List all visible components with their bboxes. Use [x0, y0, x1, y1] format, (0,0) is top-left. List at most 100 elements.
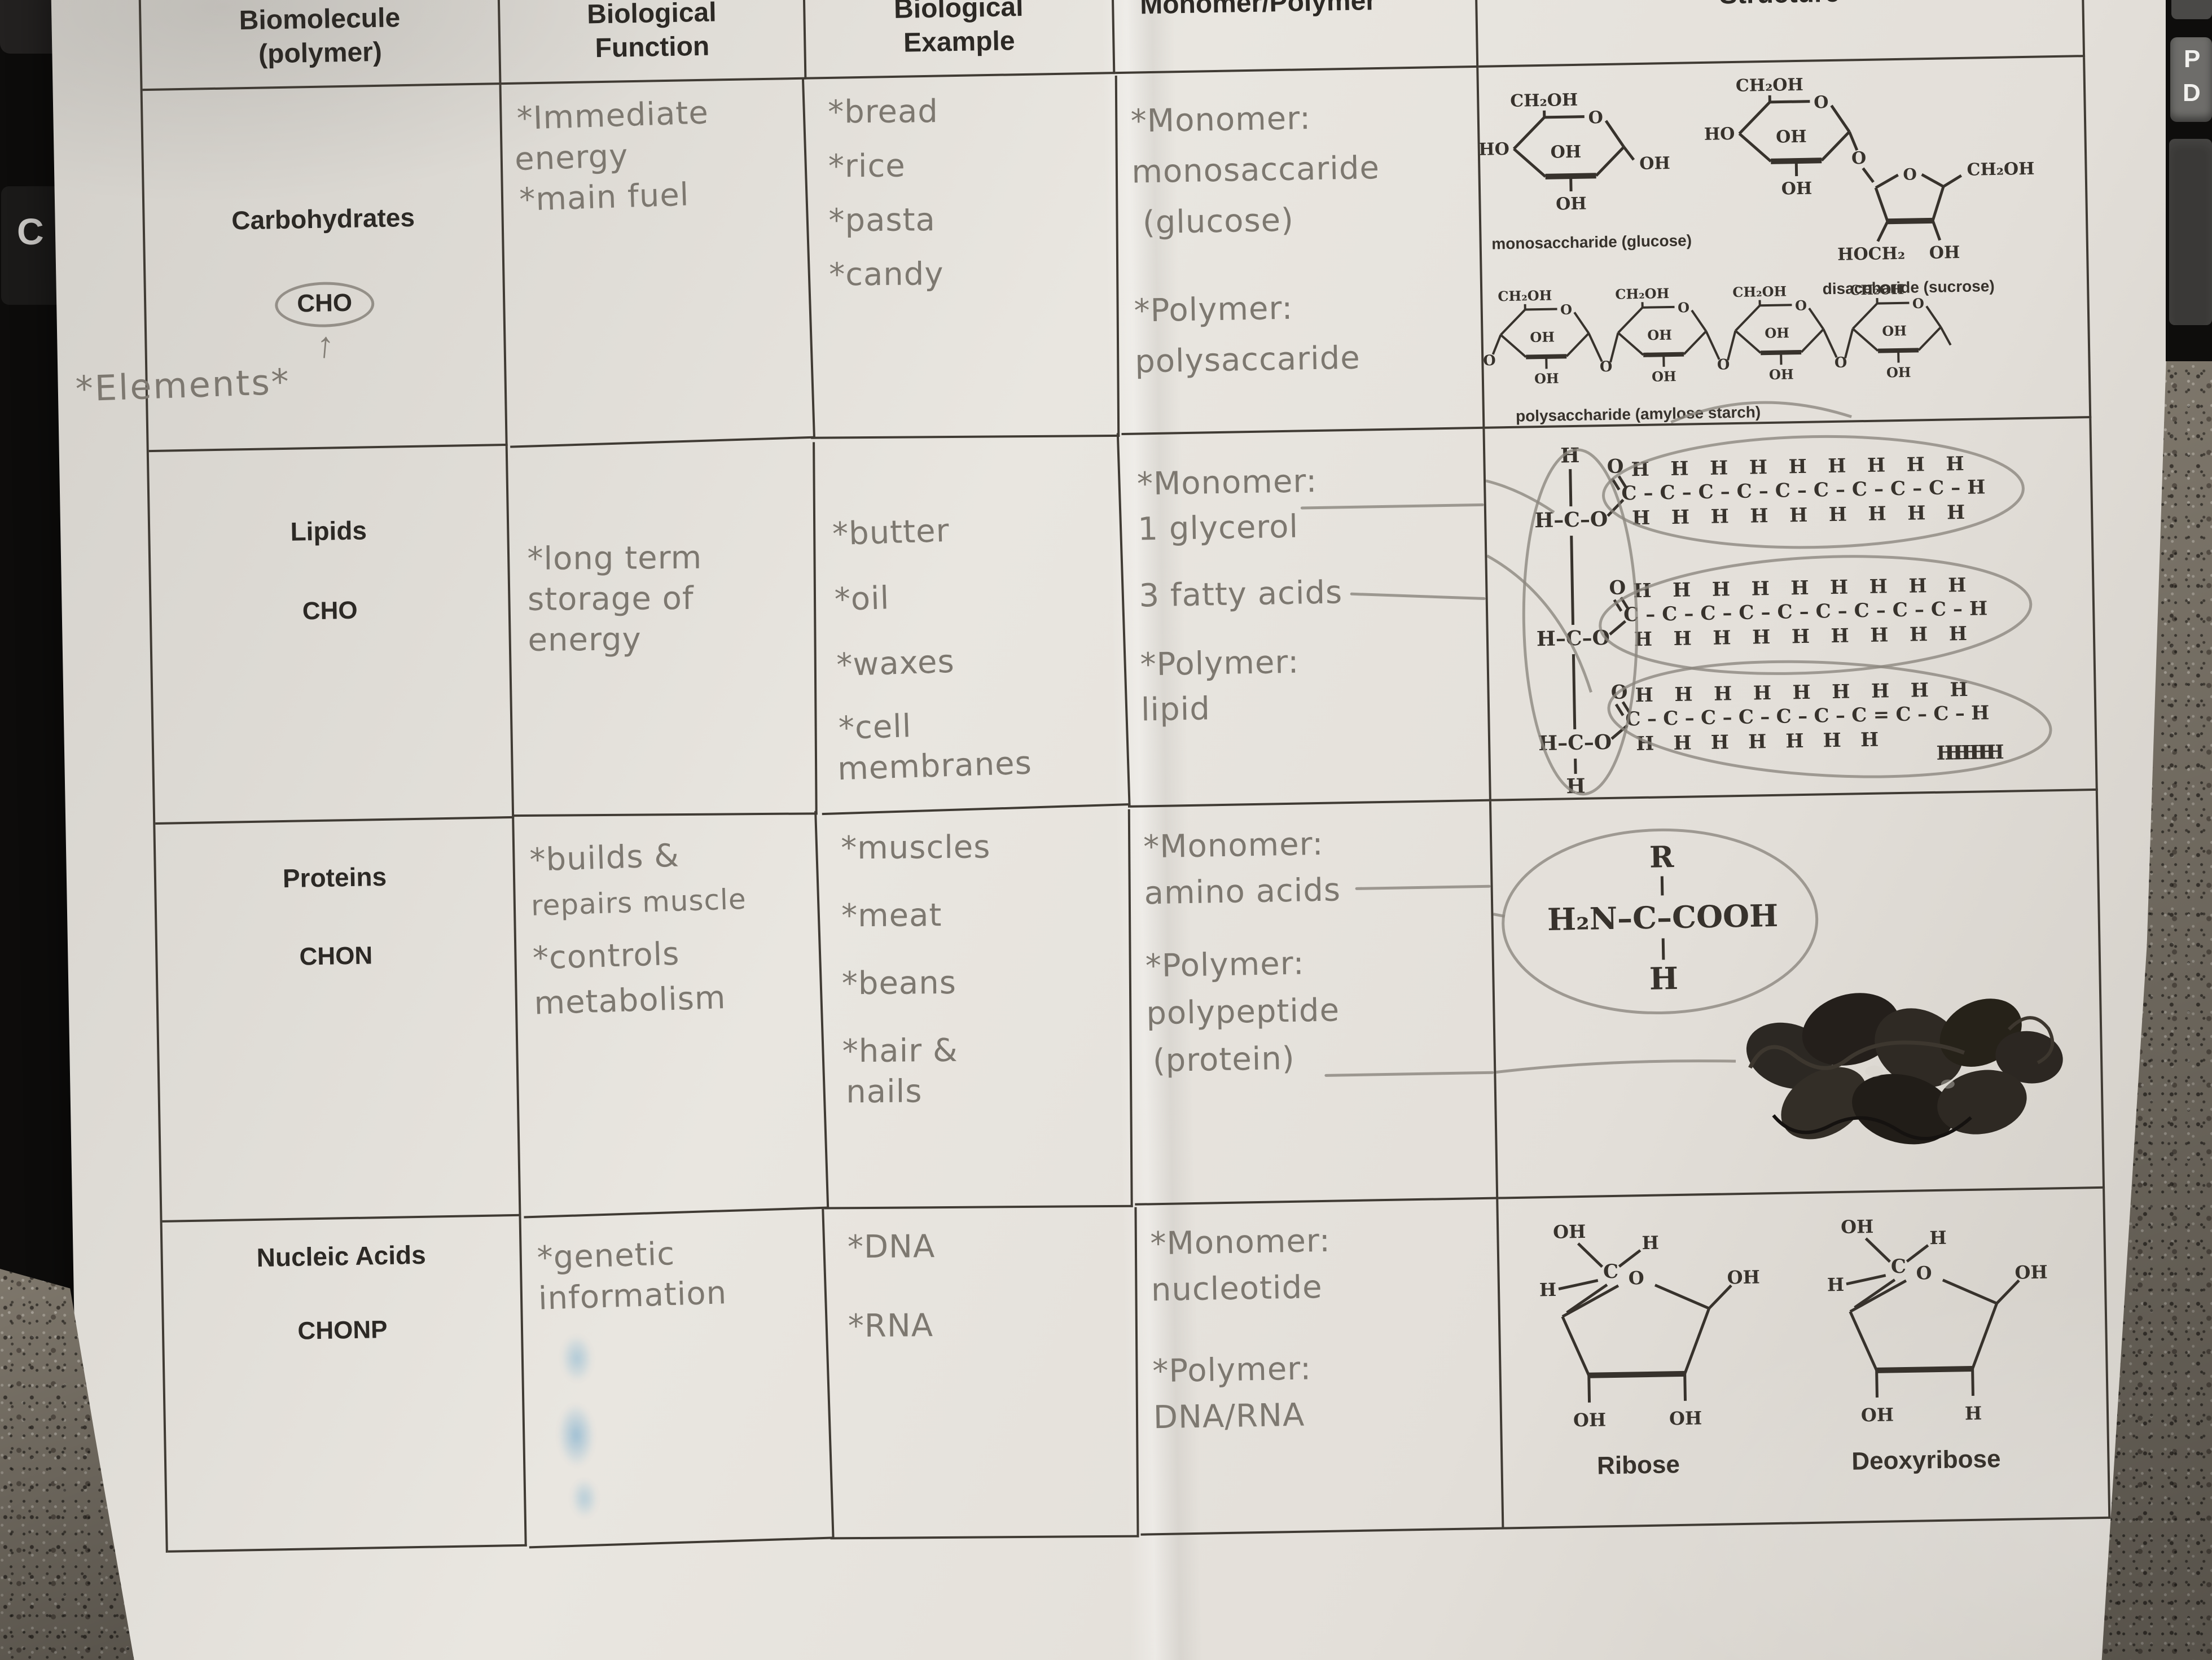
handwritten-line: *candy	[828, 256, 944, 294]
carbohydrate-structure-svg: CH₂OH O OH OH	[1478, 57, 2035, 425]
svg-text:H₂N–C–COOH: H₂N–C–COOH	[1547, 897, 1779, 938]
header-example: Biological Example	[805, 0, 1116, 80]
header-line: (polymer)	[258, 37, 383, 69]
handwritten-line: *main fuel	[519, 176, 690, 218]
svg-text:H: H	[1649, 960, 1678, 997]
polymer-block: *Polymer: polypeptide (protein)	[1145, 937, 1494, 1085]
svg-text:H–C–O: H–C–O	[1538, 730, 1612, 755]
svg-text:O: O	[1483, 352, 1496, 369]
handwritten-line: (glucose)	[1142, 202, 1294, 242]
protein-ribbon-blob	[1746, 993, 2063, 1145]
svg-text:OH: OH	[1669, 1407, 1702, 1429]
handwritten-line: *Polymer:	[1152, 1350, 1312, 1390]
svg-text:OH: OH	[1929, 243, 1960, 263]
pencil-circle-cho: CHO	[274, 281, 375, 329]
header-function: Biological Function	[499, 0, 807, 85]
sugar-structure-svg: OH C H H O	[1498, 1189, 2108, 1480]
header-line: Example	[903, 26, 1015, 58]
svg-text:HOCH₂: HOCH₂	[1837, 244, 1905, 265]
handwritten-line: *Polymer:	[1140, 643, 1300, 684]
handwritten-line: *hair &	[842, 1032, 958, 1070]
fatty-acid-chain-1: O H H H H H H H H H C–C–C–C–C–C–C–C–C–H …	[1607, 453, 1986, 529]
cell-carbohydrates-function: *Immediate energy *main fuel	[499, 77, 815, 448]
handwritten-line: *Monomer:	[1149, 1222, 1331, 1263]
keyboard-key-edge	[2171, 0, 2212, 19]
svg-text:O: O	[1600, 358, 1613, 375]
monomer-block: *Monomer: 1 glycerol 3 fatty acids	[1136, 456, 1486, 619]
cell-carbohydrates-name: Carbohydrates CHO ↑ *Elements*	[75, 85, 508, 453]
handwritten-line: *DNA	[847, 1228, 936, 1266]
handwritten-line: *muscles	[841, 829, 991, 867]
polymer-block: *Polymer: lipid	[1140, 637, 1488, 733]
svg-text:monosaccharide (glucose): monosaccharide (glucose)	[1491, 231, 1692, 252]
amino-acid-structure: R H₂N–C–COOH H	[1493, 828, 1819, 1015]
cell-lipids-monomer: *Monomer: 1 glycerol 3 fatty acids *Poly…	[1121, 428, 1491, 808]
cell-lipids-function: *long term storage of energy	[510, 442, 818, 817]
handwritten-line: *waxes	[836, 643, 955, 684]
ribose-structure: OH Ribose	[1538, 1218, 1763, 1480]
handwritten-line: *Monomer:	[1143, 825, 1324, 866]
handwritten-line: metabolism	[533, 979, 727, 1022]
fatty-acid-chain-3: O H H H H H H H H H C–C–C–C–C–C–C=C–C–H …	[1610, 678, 2004, 765]
svg-text:H H H H H H H H H: H H H H H H H H H	[1634, 623, 1968, 651]
keyboard-key-c: C	[1, 186, 63, 305]
handwritten-line: *meat	[841, 897, 942, 935]
key-pgdn-label-top: P	[2184, 45, 2201, 73]
handwritten-line: information	[537, 1274, 728, 1317]
cell-proteins-structure: R H₂N–C–COOH H	[1491, 790, 2105, 1199]
handwritten-note: *Elements*	[74, 361, 291, 410]
pencil-connector	[1496, 1059, 1736, 1074]
handwritten-line: polypeptide	[1146, 992, 1340, 1032]
cell-lipids-structure: H H–C–O H–C–O H–C–O H O	[1485, 418, 2098, 801]
header-line: Monomer/Polymer	[1139, 0, 1377, 20]
cell-proteins-examples: *muscles *meat *beans *hair & nails	[821, 809, 1133, 1210]
pencil-arrow-icon: ↑	[314, 323, 336, 366]
pencil-arc	[1670, 401, 1852, 424]
handwritten-line: membranes	[837, 744, 1033, 788]
handwritten-line: *bread	[827, 93, 939, 131]
handwritten-line: *oil	[833, 580, 890, 619]
header-line: Biological	[893, 0, 1024, 24]
svg-text:O: O	[1607, 455, 1623, 478]
biomolecule-formula: CHO	[296, 288, 353, 318]
protein-structure-svg: R H₂N–C–COOH H	[1493, 828, 2063, 1145]
deoxyribose-structure: H Deoxyribose	[1826, 1213, 2051, 1475]
svg-text:O: O	[1851, 148, 1867, 168]
header-line: Structure	[1719, 0, 1840, 12]
handwritten-line: amino acids	[1144, 871, 1341, 912]
svg-text:R: R	[1649, 840, 1675, 875]
biomolecule-formula: CHONP	[297, 1315, 388, 1345]
biomolecule-name: Proteins	[282, 861, 387, 893]
handwritten-line: polysaccaride	[1134, 339, 1361, 380]
handwritten-line: *rice	[828, 147, 906, 185]
svg-text:H–C–O: H–C–O	[1534, 507, 1608, 532]
key-c-label: C	[17, 211, 44, 252]
worksheet-paper: Biomolecule (polymer) Biological Functio…	[51, 0, 2212, 1660]
svg-text:O: O	[1609, 576, 1626, 599]
disaccharide-sucrose: HO O O CH₂OH HOCH₂	[1704, 71, 2035, 297]
svg-text:Ribose: Ribose	[1597, 1451, 1680, 1480]
glycerol-backbone: H H–C–O H–C–O H–C–O H	[1534, 444, 1612, 798]
header-line: Biological	[586, 0, 717, 30]
handwritten-line: *Monomer:	[1136, 462, 1318, 503]
polymer-block: *Polymer: DNA/RNA	[1152, 1343, 1500, 1442]
svg-text:C–C–C–C–C–C–C–C–C–H: C–C–C–C–C–C–C–C–C–H	[1623, 597, 1988, 626]
handwritten-line: *Polymer:	[1145, 945, 1305, 985]
svg-text:C–C–C–C–C–C–C=C–C–H: C–C–C–C–C–C–C=C–C–H	[1625, 702, 1990, 730]
biomolecule-table: Biomolecule (polymer) Biological Functio…	[75, 0, 2111, 1553]
header-structure: Structure	[1477, 0, 2086, 68]
handwritten-line: repairs muscle	[530, 882, 747, 922]
cell-nucleic-monomer: *Monomer: nucleotide *Polymer: DNA/RNA	[1135, 1199, 1504, 1536]
header-biomolecule: Biomolecule (polymer)	[141, 0, 502, 91]
svg-text:disaccharide (sucrose): disaccharide (sucrose)	[1822, 277, 1995, 297]
fatty-acid-chain-2: O H H H H H H H H H C–C–C–C–C–C–C–C–C–H …	[1609, 574, 1988, 651]
polymer-block: *Polymer: polysaccaride	[1134, 280, 1482, 388]
handwritten-line: *Polymer:	[1134, 290, 1293, 330]
keyboard-key-side	[2169, 139, 2212, 325]
svg-text:H H H H H H H: H H H H H H H	[1936, 741, 2004, 765]
handwritten-line: *RNA	[848, 1307, 934, 1345]
handwritten-line: (protein)	[1152, 1040, 1296, 1080]
monomer-block: *Monomer: amino acids	[1143, 818, 1491, 917]
handwritten-line: *beans	[841, 964, 957, 1002]
